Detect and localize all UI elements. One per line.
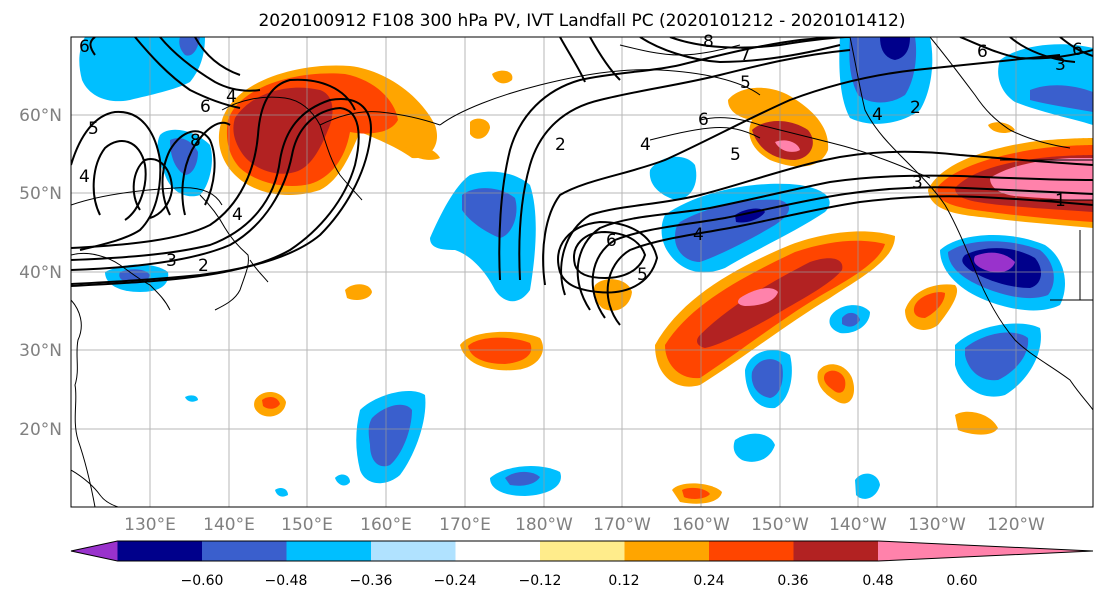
lat-label: 50°N (19, 184, 62, 204)
lon-label: 170°W (593, 515, 651, 535)
lat-label: 20°N (19, 420, 62, 440)
colorbar-segments (70, 540, 1094, 562)
colorbar-tick-label: −0.24 (434, 573, 477, 589)
contour-label: 2 (198, 256, 209, 276)
contour-label: 6 (977, 42, 988, 62)
contour-label: 8 (190, 131, 201, 151)
anomaly-alaska-positive (728, 87, 829, 167)
contour-label: 3 (1055, 55, 1066, 75)
lon-label: 130°E (124, 515, 176, 535)
colorbar-segment (540, 541, 625, 561)
colorbar-tick-label: −0.48 (265, 573, 308, 589)
colorbar-segment (286, 541, 372, 561)
contour-label: 6 (606, 231, 617, 251)
contour-label: 6 (698, 110, 709, 130)
contour-label: 2 (910, 98, 921, 118)
longitude-labels: 130°E 140°E 150°E 160°E 170°E 180°W 170°… (124, 515, 1045, 535)
anomaly-band-positive (655, 231, 895, 387)
contour-label: 4 (872, 105, 883, 125)
contour-label: 4 (232, 205, 243, 225)
colorbar-segment (117, 541, 203, 561)
contour-label: 2 (555, 135, 566, 155)
lon-label: 170°E (439, 515, 491, 535)
lon-label: 150°W (751, 515, 809, 535)
colorbar-tick-labels: −0.60 −0.48 −0.36 −0.24 −0.12 0.12 0.24 … (181, 573, 978, 589)
contour-label: 6 (200, 97, 211, 117)
colorbar-segment (202, 541, 287, 561)
colorbar-tick-label: 0.48 (862, 573, 893, 589)
contour-label: 8 (703, 32, 714, 52)
contour-label: 1 (1055, 191, 1066, 211)
colorbar-tick-label: 0.12 (608, 573, 639, 589)
ivt-contours (71, 37, 1093, 326)
contour-label: 3 (166, 251, 177, 271)
colorbar-segment (371, 541, 456, 561)
lon-label: 180°W (515, 515, 573, 535)
lon-label: 160°E (360, 515, 412, 535)
colorbar-segment (624, 541, 710, 561)
colorbar-tick-label: −0.60 (181, 573, 224, 589)
contour-label: 5 (637, 265, 648, 285)
colorbar-tick-label: −0.12 (519, 573, 562, 589)
colorbar-tick-label: −0.36 (350, 573, 393, 589)
colorbar-extend-left (71, 541, 118, 561)
contour-label: 4 (79, 167, 90, 187)
contour-label: 3 (912, 173, 923, 193)
contour-label: 4 (640, 135, 651, 155)
graticule (71, 37, 1093, 507)
lon-label: 140°E (203, 515, 255, 535)
contour-label: 6 (79, 37, 90, 57)
lat-label: 30°N (19, 341, 62, 361)
colorbar-tick-label: 0.24 (693, 573, 724, 589)
lon-label: 150°E (281, 515, 333, 535)
lat-label: 40°N (19, 263, 62, 283)
lon-label: 160°W (672, 515, 730, 535)
contour-label: 4 (226, 87, 237, 107)
contour-label: 5 (740, 73, 751, 93)
colorbar-tick-label: 0.60 (946, 573, 977, 589)
colorbar-segment (455, 541, 541, 561)
lon-label: 130°W (908, 515, 966, 535)
colorbar: −0.60 −0.48 −0.36 −0.24 −0.12 0.12 0.24 … (70, 540, 1094, 589)
contour-label: 4 (693, 225, 704, 245)
colorbar-segment (709, 541, 794, 561)
map-panel: 6 5 6 4 8 4 3 2 4 2 4 5 6 5 6 4 5 2 3 4 … (70, 32, 1094, 508)
contour-labels: 6 5 6 4 8 4 3 2 4 2 4 5 6 5 6 4 5 2 3 4 … (79, 32, 1083, 285)
colorbar-extend-right (878, 541, 1093, 561)
colorbar-segment (793, 541, 879, 561)
lat-label: 60°N (19, 106, 62, 126)
lon-label: 120°W (987, 515, 1045, 535)
latitude-labels: 60°N 50°N 40°N 30°N 20°N (19, 106, 62, 440)
contour-label: 5 (88, 119, 99, 139)
map-frame (70, 36, 1094, 508)
contour-label: 6 (1072, 40, 1083, 60)
colorbar-outline (70, 540, 1094, 562)
lon-label: 140°W (829, 515, 887, 535)
colorbar-tick-label: 0.36 (777, 573, 808, 589)
figure-title: 2020100912 F108 300 hPa PV, IVT Landfall… (258, 11, 905, 31)
contour-label: 5 (730, 145, 741, 165)
anomaly-pacific-negative (185, 37, 1093, 499)
coastlines (71, 37, 1093, 507)
contour-label: 7 (740, 45, 751, 65)
